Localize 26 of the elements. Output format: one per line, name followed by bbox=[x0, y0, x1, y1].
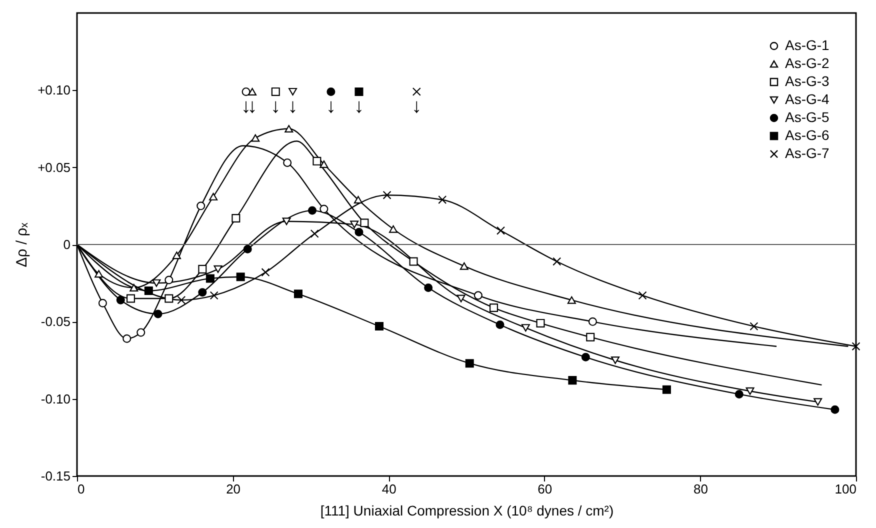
legend-label: As-G-6 bbox=[785, 127, 830, 143]
legend-label: As-G-1 bbox=[785, 37, 830, 53]
x-tick-label: 20 bbox=[226, 482, 241, 496]
y-tick-label: 0 bbox=[63, 237, 70, 252]
annotation: ↓ bbox=[288, 96, 298, 118]
legend-label: As-G-5 bbox=[785, 109, 830, 125]
legend-label: As-G-4 bbox=[785, 91, 830, 107]
annotation: ↓ bbox=[270, 96, 281, 118]
x-tick-label: 60 bbox=[538, 482, 552, 496]
y-tick-label: -0.10 bbox=[40, 391, 70, 406]
y-tick-label: +0.10 bbox=[38, 82, 70, 98]
x-tick-label: 80 bbox=[693, 482, 708, 496]
annotation: ↓ bbox=[354, 96, 364, 118]
x-axis-title: [111] Uniaxial Compression X (10⁸ dynes / cm²) bbox=[320, 502, 614, 518]
x-tick-label: 0 bbox=[78, 482, 85, 496]
x-tick-label: 40 bbox=[382, 482, 396, 496]
legend-label: As-G-3 bbox=[785, 73, 830, 89]
annotation: ↓ bbox=[326, 96, 336, 118]
legend-label: As-G-2 bbox=[785, 55, 830, 71]
legend-label: As-G-7 bbox=[785, 145, 830, 161]
x-tick-label: 100 bbox=[834, 482, 856, 496]
y-tick-label: -0.15 bbox=[40, 468, 70, 484]
annotation: ↓ bbox=[412, 96, 422, 118]
y-tick-label: +0.05 bbox=[38, 160, 70, 175]
y-tick-label: -0.05 bbox=[40, 314, 70, 330]
y-axis-title: Δρ / ρₓ bbox=[14, 222, 31, 268]
